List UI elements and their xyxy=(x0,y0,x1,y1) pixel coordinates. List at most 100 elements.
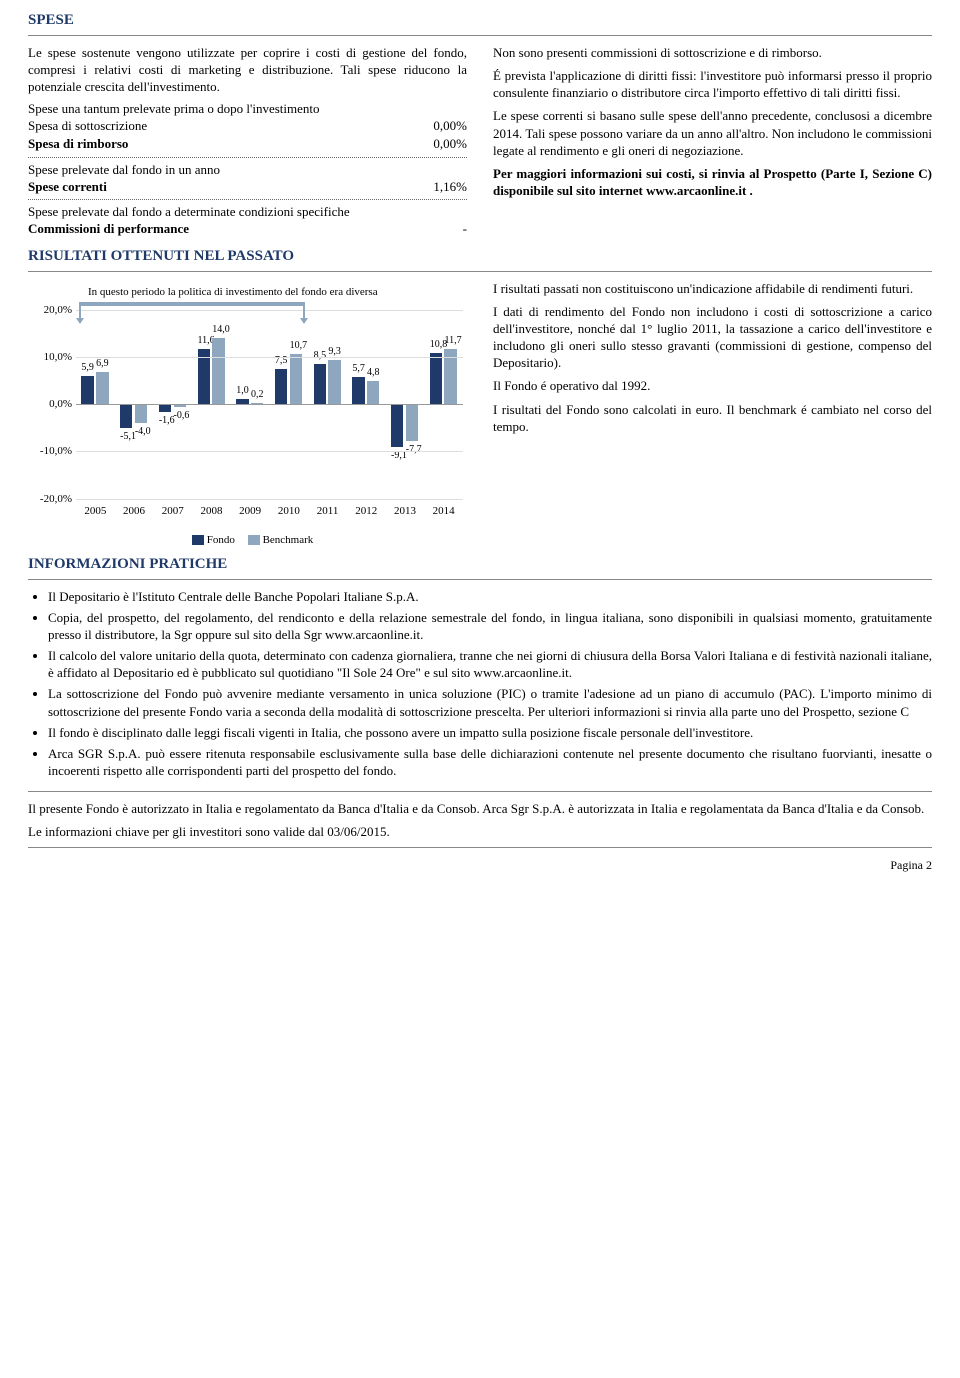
bar-value-label: -7,7 xyxy=(406,444,418,455)
bar-benchmark: 10,7 xyxy=(290,354,302,405)
risultati-title: RISULTATI OTTENUTI NEL PASSATO xyxy=(28,248,932,265)
bar-fondo: 5,7 xyxy=(352,377,364,404)
info-title: INFORMAZIONI PRATICHE xyxy=(28,556,932,573)
chart-legend: Fondo Benchmark xyxy=(28,534,467,546)
spese-right-p4c: . xyxy=(746,183,753,198)
info-bullet: Copia, del prospetto, del regolamento, d… xyxy=(48,609,932,643)
divider xyxy=(28,157,467,158)
bar-value-label: 11,7 xyxy=(444,335,456,346)
annotation-bar xyxy=(80,302,304,306)
fee-value: 0,00% xyxy=(433,135,467,153)
risultati-left: In questo periodo la politica di investi… xyxy=(28,280,467,546)
bar-value-label: -0,6 xyxy=(174,410,186,421)
x-axis-label: 2007 xyxy=(153,505,192,517)
y-axis-label: 10,0% xyxy=(30,351,72,363)
bar-benchmark: -7,7 xyxy=(406,404,418,440)
x-axis-label: 2011 xyxy=(308,505,347,517)
bar-value-label: 0,2 xyxy=(251,389,263,400)
bar-benchmark: 4,8 xyxy=(367,381,379,404)
spese-rows2: Spese correnti 1,16% xyxy=(28,178,467,196)
auth-p2: Le informazioni chiave per gli investito… xyxy=(28,823,932,840)
fee-row: Commissioni di performance- xyxy=(28,220,467,238)
fee-row: Spese correnti 1,16% xyxy=(28,178,467,196)
spese-right: Non sono presenti commissioni di sottosc… xyxy=(493,44,932,238)
risultati-right-p3: Il Fondo é operativo dal 1992. xyxy=(493,377,932,394)
info-bullet: Il Depositario è l'Istituto Centrale del… xyxy=(48,588,932,605)
annotation-arrow-head xyxy=(300,318,308,324)
x-axis-label: 2005 xyxy=(76,505,115,517)
y-axis-label: 0,0% xyxy=(30,398,72,410)
x-axis-label: 2013 xyxy=(386,505,425,517)
info-bullet: Il calcolo del valore unitario della quo… xyxy=(48,647,932,681)
legend-label-fondo: Fondo xyxy=(207,534,235,546)
y-axis-label: 20,0% xyxy=(30,304,72,316)
spese-right-p3: Le spese correnti si basano sulle spese … xyxy=(493,107,932,158)
fee-label: Spesa di sottoscrizione xyxy=(28,117,147,135)
bar-value-label: 6,9 xyxy=(96,358,108,369)
bar-value-label: 9,3 xyxy=(328,346,340,357)
gridline xyxy=(76,404,463,405)
chart-note: In questo periodo la politica di investi… xyxy=(88,286,378,298)
chart-plot: 5,96,92005-5,1-4,02006-1,6-0,6200711,614… xyxy=(76,310,463,500)
bar-value-label: 1,0 xyxy=(236,385,248,396)
bar-value-label: 4,8 xyxy=(367,367,379,378)
y-axis-label: -20,0% xyxy=(30,493,72,505)
risultati-right: I risultati passati non costituiscono un… xyxy=(493,280,932,546)
fee-row: Spesa di sottoscrizione 0,00% xyxy=(28,117,467,135)
bar-fondo: -1,6 xyxy=(159,404,171,412)
performance-chart: In questo periodo la politica di investi… xyxy=(28,286,467,546)
bar-fondo: -5,1 xyxy=(120,404,132,428)
y-axis-label: -10,0% xyxy=(30,445,72,457)
spese-rows3: Commissioni di performance- xyxy=(28,220,467,238)
bar-value-label: -1,6 xyxy=(159,415,171,426)
bar-fondo: -9,1 xyxy=(391,404,403,447)
annotation-arrow-line xyxy=(303,302,305,318)
bar-benchmark: 9,3 xyxy=(328,360,340,404)
gridline xyxy=(76,357,463,358)
bar-value-label: 10,8 xyxy=(430,339,442,350)
fee-label: Spesa di rimborso xyxy=(28,135,128,153)
bar-value-label: 5,7 xyxy=(352,363,364,374)
spese-right-p4: Per maggiori informazioni sui costi, si … xyxy=(493,165,932,199)
spese-columns: Le spese sostenute vengono utilizzate pe… xyxy=(28,44,932,238)
spese-right-p2: É prevista l'applicazione di diritti fis… xyxy=(493,67,932,101)
spese-left: Le spese sostenute vengono utilizzate pe… xyxy=(28,44,467,238)
fee-row: Spesa di rimborso 0,00% xyxy=(28,135,467,153)
x-axis-label: 2014 xyxy=(424,505,463,517)
bar-value-label: -4,0 xyxy=(135,426,147,437)
bar-benchmark: -4,0 xyxy=(135,404,147,423)
fee-label: Spese correnti xyxy=(28,178,107,196)
spese-sub3: Spese prelevate dal fondo a determinate … xyxy=(28,204,467,220)
arcaonline-link: www.arcaonline.it xyxy=(646,183,746,198)
fee-label: Commissioni di performance xyxy=(28,220,189,238)
x-axis-label: 2009 xyxy=(231,505,270,517)
bar-benchmark: 6,9 xyxy=(96,372,108,405)
x-axis-label: 2006 xyxy=(115,505,154,517)
info-bullet: La sottoscrizione del Fondo può avvenire… xyxy=(48,685,932,719)
page-footer: Pagina 2 xyxy=(28,858,932,873)
spese-rows1: Spesa di sottoscrizione0,00%Spesa di rim… xyxy=(28,117,467,152)
info-bullets: Il Depositario è l'Istituto Centrale del… xyxy=(28,588,932,780)
spese-title: SPESE xyxy=(28,12,932,29)
divider xyxy=(28,199,467,200)
bar-fondo: 10,8 xyxy=(430,353,442,404)
bar-value-label: 11,6 xyxy=(198,335,210,346)
divider xyxy=(28,847,932,848)
annotation-arrow-head xyxy=(76,318,84,324)
x-axis-label: 2008 xyxy=(192,505,231,517)
divider xyxy=(28,791,932,792)
legend-swatch-fondo xyxy=(192,535,204,545)
x-axis-label: 2012 xyxy=(347,505,386,517)
risultati-right-p2: I dati di rendimento del Fondo non inclu… xyxy=(493,303,932,372)
fee-value: 1,16% xyxy=(433,178,467,196)
info-bullet: Arca SGR S.p.A. può essere ritenuta resp… xyxy=(48,745,932,779)
bar-fondo: 8,5 xyxy=(314,364,326,404)
gridline xyxy=(76,499,463,500)
spese-sub1: Spese una tantum prelevate prima o dopo … xyxy=(28,101,467,117)
spese-right-p1: Non sono presenti commissioni di sottosc… xyxy=(493,44,932,61)
gridline xyxy=(76,310,463,311)
risultati-right-p4: I risultati del Fondo sono calcolati in … xyxy=(493,401,932,435)
bar-value-label: 14,0 xyxy=(212,324,224,335)
x-axis-label: 2010 xyxy=(270,505,309,517)
fee-value: 0,00% xyxy=(433,117,467,135)
